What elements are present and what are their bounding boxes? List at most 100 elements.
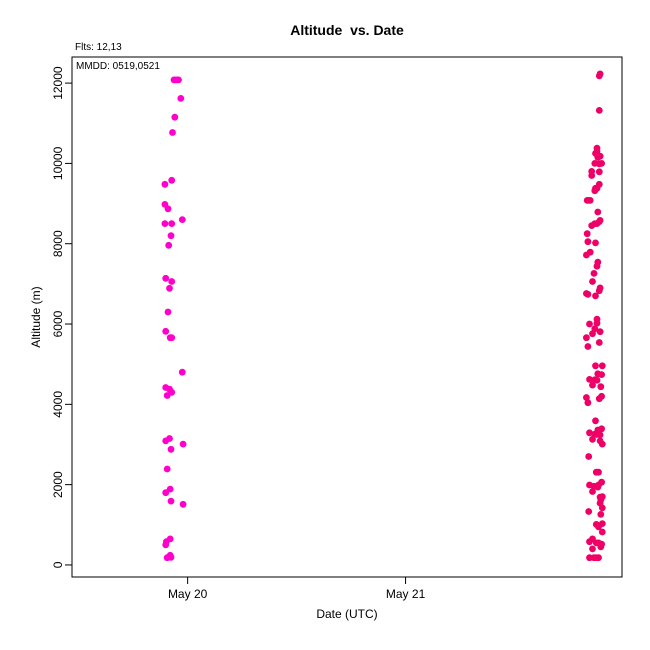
data-point-series-1 [162, 274, 170, 282]
y-tick-label: 0 [51, 561, 65, 568]
data-point-series-1 [179, 500, 187, 508]
data-point-series-2 [589, 278, 596, 285]
data-point-series-2 [597, 383, 605, 391]
data-point-series-1 [178, 368, 186, 376]
data-point-series-1 [168, 388, 176, 396]
data-point-series-2 [596, 328, 604, 336]
y-tick-label: 8000 [51, 230, 65, 257]
data-point-series-1 [179, 440, 187, 448]
data-point-series-2 [598, 493, 606, 501]
data-point-series-2 [596, 217, 604, 224]
data-point-series-2 [594, 258, 602, 266]
flights-annotation: Flts: 12,13 [75, 42, 122, 53]
data-point-series-1 [178, 216, 186, 224]
points-layer [161, 70, 606, 562]
data-point-series-2 [585, 453, 593, 460]
data-point-series-1 [166, 435, 173, 442]
data-point-series-2 [586, 248, 594, 256]
data-point-series-2 [592, 292, 599, 300]
data-point-series-2 [595, 180, 603, 188]
x-axis: May 20 May 21 [168, 576, 426, 601]
data-point-series-2 [589, 488, 596, 495]
data-point-series-2 [592, 417, 599, 425]
data-point-series-2 [584, 399, 592, 407]
data-point-series-2 [595, 554, 602, 562]
data-point-series-2 [596, 284, 604, 292]
data-point-series-2 [598, 520, 606, 527]
data-point-series-2 [595, 339, 603, 346]
y-tick-label: 12000 [51, 66, 65, 100]
data-point-series-1 [164, 308, 172, 316]
y-axis-title: Altitude (m) [29, 286, 43, 347]
data-point-series-1 [167, 445, 175, 453]
date-annotation: MMDD: 0519,0521 [76, 61, 160, 72]
data-point-series-1 [166, 535, 174, 543]
data-point-series-1 [163, 465, 171, 473]
x-tick-label: May 21 [386, 587, 426, 601]
data-point-series-1 [161, 220, 169, 228]
data-point-series-2 [592, 362, 599, 370]
data-point-series-2 [583, 394, 590, 401]
data-point-series-1 [168, 176, 176, 184]
data-point-series-2 [586, 376, 593, 383]
data-point-series-1 [167, 497, 175, 505]
data-point-series-2 [598, 160, 605, 167]
y-tick-label: 4000 [51, 391, 65, 418]
data-point-series-2 [598, 540, 605, 548]
data-point-series-1 [166, 485, 174, 493]
data-point-series-2 [593, 376, 601, 384]
data-point-series-2 [590, 270, 598, 277]
data-point-series-2 [595, 168, 603, 176]
data-point-series-1 [167, 553, 175, 561]
data-point-series-1 [169, 129, 176, 136]
data-point-series-2 [594, 208, 602, 216]
data-point-series-2 [596, 70, 604, 78]
data-point-series-1 [165, 241, 173, 249]
y-tick-label: 10000 [51, 146, 65, 180]
data-point-series-1 [164, 205, 172, 213]
data-point-series-2 [598, 425, 605, 433]
data-point-series-2 [584, 238, 592, 246]
data-point-series-2 [583, 334, 590, 342]
data-point-series-2 [595, 468, 602, 476]
y-tick-label: 2000 [51, 471, 65, 498]
data-point-series-2 [585, 508, 593, 515]
data-point-series-2 [595, 107, 603, 114]
data-point-series-2 [596, 431, 604, 439]
data-point-series-1 [162, 327, 170, 335]
data-point-series-2 [598, 504, 606, 512]
data-point-series-2 [589, 545, 596, 553]
data-point-series-1 [168, 220, 176, 228]
data-point-series-1 [171, 113, 179, 121]
data-point-series-1 [166, 284, 173, 292]
data-point-series-2 [598, 440, 606, 448]
data-point-series-1 [168, 278, 176, 285]
data-point-series-2 [592, 239, 599, 247]
data-point-series-2 [583, 230, 591, 238]
data-point-series-2 [586, 429, 593, 437]
chart-title: Altitude vs. Date [290, 22, 404, 38]
y-axis: 0 2000 4000 6000 8000 10000 12000 [51, 66, 73, 568]
data-point-series-2 [586, 320, 593, 328]
data-point-series-2 [593, 144, 601, 152]
x-axis-title: Date (UTC) [316, 607, 377, 621]
data-point-series-1 [177, 95, 185, 102]
data-point-series-2 [588, 168, 596, 175]
data-point-series-1 [175, 76, 182, 84]
y-tick-label: 6000 [51, 310, 65, 337]
data-point-series-2 [584, 343, 592, 350]
data-point-series-2 [598, 362, 606, 370]
data-point-series-2 [598, 371, 605, 378]
data-point-series-2 [584, 290, 592, 298]
data-point-series-2 [593, 319, 601, 327]
data-point-series-2 [589, 381, 596, 389]
data-point-series-2 [586, 197, 594, 204]
data-point-series-1 [161, 180, 169, 188]
x-tick-label: May 20 [168, 587, 208, 601]
data-point-series-2 [596, 152, 604, 160]
data-point-series-1 [167, 232, 175, 240]
data-point-series-2 [591, 325, 599, 333]
data-point-series-2 [597, 511, 605, 518]
data-point-series-2 [598, 528, 606, 536]
